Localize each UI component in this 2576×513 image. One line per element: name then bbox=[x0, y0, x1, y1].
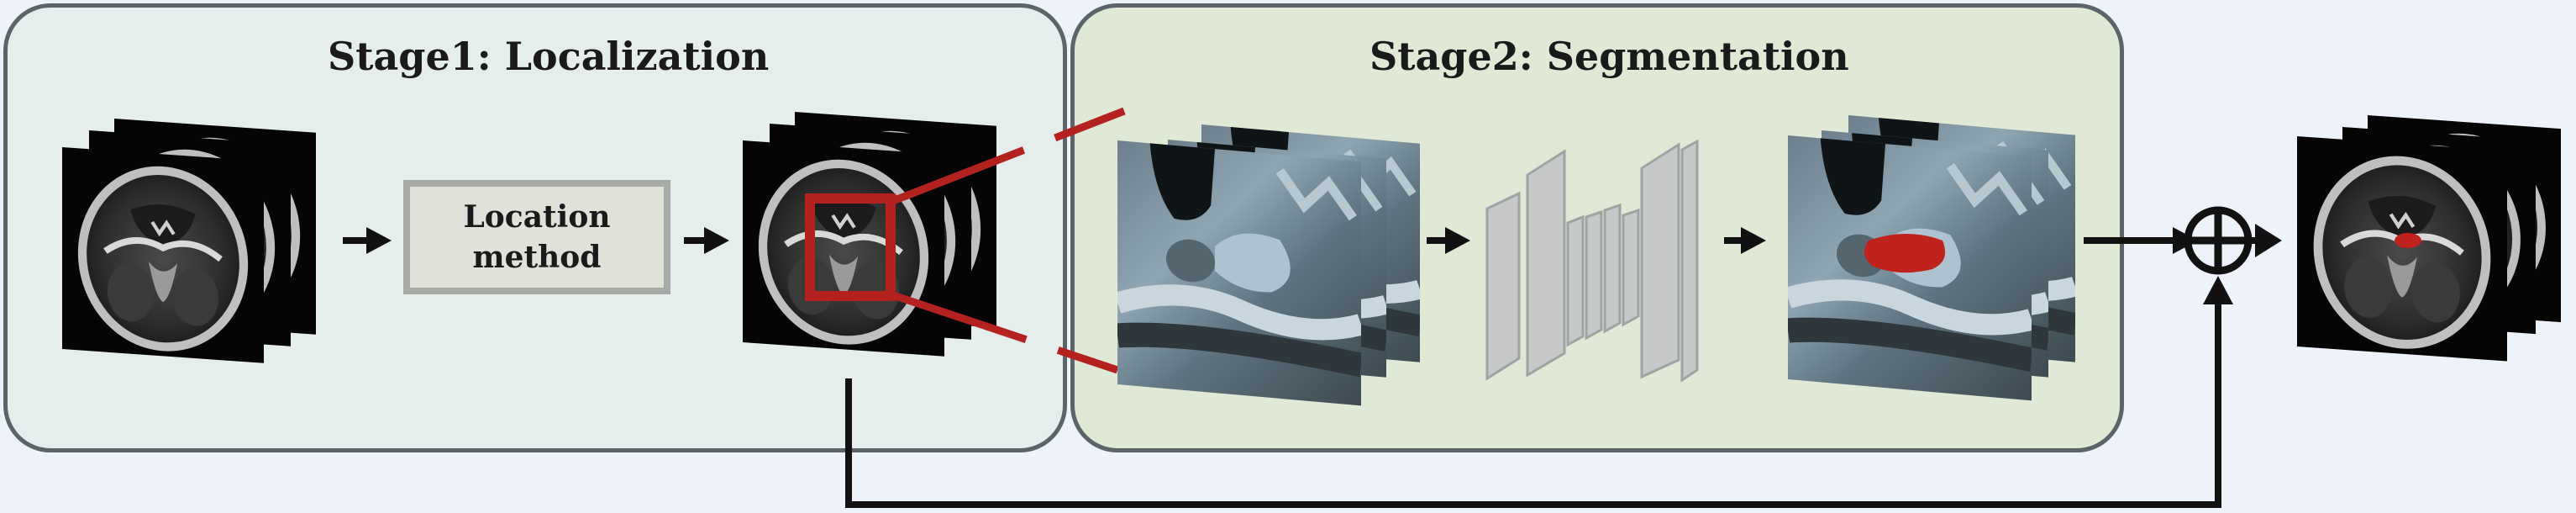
cropped-volume-stack bbox=[1117, 124, 1420, 405]
segmentation-network-icon bbox=[1485, 139, 1699, 383]
roi-crop-box bbox=[805, 193, 896, 301]
location-method-box: Location method bbox=[403, 180, 670, 294]
location-method-label: Location method bbox=[463, 199, 611, 275]
segmentation-mask bbox=[1864, 234, 1946, 273]
stage1-title: Stage1: Localization bbox=[328, 34, 770, 79]
circle-plus-icon bbox=[2184, 206, 2253, 275]
stage2-title: Stage2: Segmentation bbox=[1369, 34, 1849, 79]
skip-connection bbox=[845, 276, 2233, 508]
output-ct-stack bbox=[2297, 115, 2561, 361]
arrow-right-icon bbox=[343, 224, 2282, 257]
output-mask bbox=[2395, 233, 2421, 248]
zoom-lines bbox=[889, 107, 1126, 374]
input-ct-stack bbox=[62, 119, 316, 363]
